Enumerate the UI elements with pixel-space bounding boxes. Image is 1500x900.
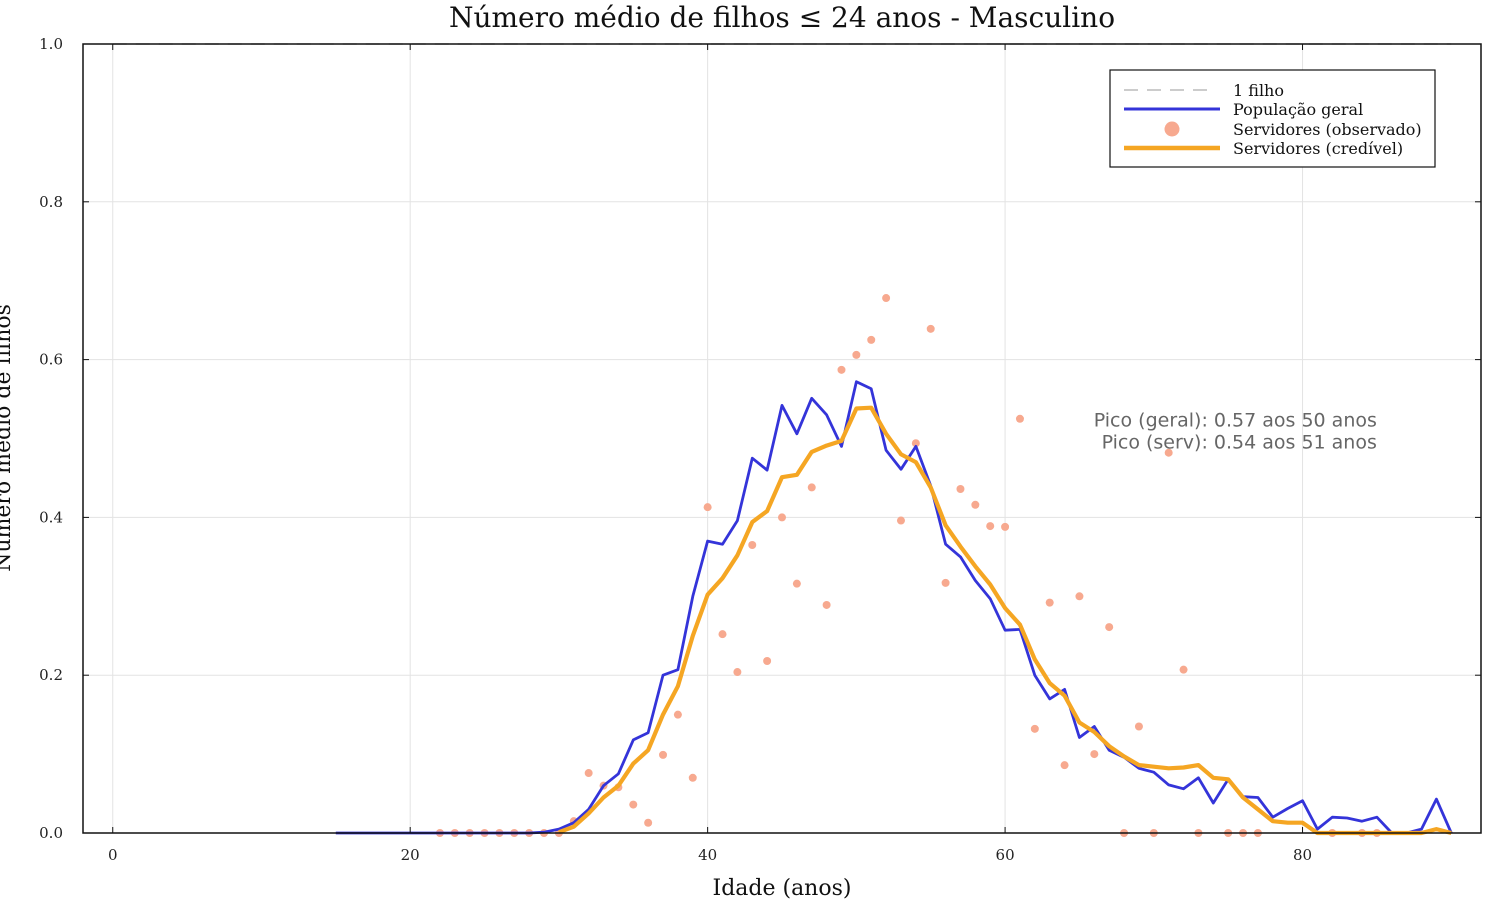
observed-point: [778, 513, 786, 522]
legend-box: [1109, 69, 1436, 168]
observed-point: [659, 750, 668, 759]
legend-label-reference: 1 filho: [1233, 81, 1284, 100]
observed-point: [911, 439, 920, 448]
x-tick-label: 20: [401, 846, 420, 864]
observed-point: [837, 365, 846, 374]
observed-point: [644, 818, 653, 827]
y-axis-title: Número médio de filhos: [0, 304, 16, 572]
chart-title: Número médio de filhos ≤ 24 anos - Mascu…: [449, 1, 1115, 34]
legend: 1 filho População geral Servidores (obse…: [1109, 69, 1436, 168]
observed-point: [1105, 623, 1114, 632]
x-tick-label: 60: [996, 846, 1015, 864]
y-tick-label: 0.6: [39, 351, 63, 369]
observed-point: [1045, 598, 1054, 607]
observed-point: [1030, 724, 1039, 733]
observed-point: [852, 350, 861, 359]
annotation-pico-serv: Pico (serv): 0.54 aos 51 anos: [1102, 432, 1377, 454]
annotations: Pico (geral): 0.57 aos 50 anos Pico (ser…: [1094, 410, 1377, 454]
observed-point: [926, 324, 935, 333]
legend-label-geral: População geral: [1233, 100, 1363, 119]
observed-point: [733, 668, 742, 677]
legend-label-observado: Servidores (observado): [1233, 120, 1422, 139]
observed-point: [763, 656, 772, 665]
observed-point: [718, 630, 727, 639]
observed-point: [1060, 761, 1069, 770]
x-tick-label: 40: [698, 846, 717, 864]
series-servidores-credivel-line: [558, 405, 1452, 836]
observed-point: [688, 773, 697, 782]
observed-point: [986, 522, 995, 531]
y-tick-label: 0.2: [39, 666, 63, 684]
observed-point: [867, 335, 876, 344]
observed-point: [629, 800, 638, 809]
observed-point: [1015, 414, 1024, 423]
plot-frame: [82, 43, 1482, 834]
observed-point: [673, 710, 682, 719]
observed-point: [1075, 592, 1084, 601]
legend-swatch-observado: [1164, 121, 1180, 137]
observed-point: [941, 578, 950, 587]
annotation-pico-geral: Pico (geral): 0.57 aos 50 anos: [1094, 410, 1377, 432]
observed-point: [1090, 750, 1099, 759]
observed-point: [1164, 448, 1173, 457]
x-tick-label: 80: [1293, 846, 1312, 864]
observed-point: [971, 500, 980, 509]
observed-point: [1134, 722, 1143, 731]
observed-point: [792, 579, 801, 588]
observed-point: [896, 516, 905, 525]
observed-point: [1001, 522, 1010, 531]
observed-point: [822, 600, 831, 609]
y-tick-label: 0.4: [39, 508, 63, 526]
legend-label-credivel: Servidores (credível): [1233, 139, 1403, 158]
x-tick-label: 0: [108, 846, 118, 864]
y-tick-label: 0.8: [39, 193, 63, 211]
observed-point: [807, 483, 816, 492]
observed-point: [882, 294, 891, 303]
y-tick-label: 1.0: [39, 35, 63, 53]
observed-point: [584, 769, 593, 778]
ticks: 0 20 40 60 80 0.0 0.2 0.4 0.6 0.8 1.0: [39, 35, 1481, 864]
observed-point: [748, 541, 757, 550]
observed-point: [1179, 665, 1188, 674]
x-axis-title: Idade (anos): [713, 876, 852, 900]
observed-point: [703, 503, 712, 512]
y-tick-label: 0.0: [39, 824, 63, 842]
observed-point: [956, 484, 965, 493]
